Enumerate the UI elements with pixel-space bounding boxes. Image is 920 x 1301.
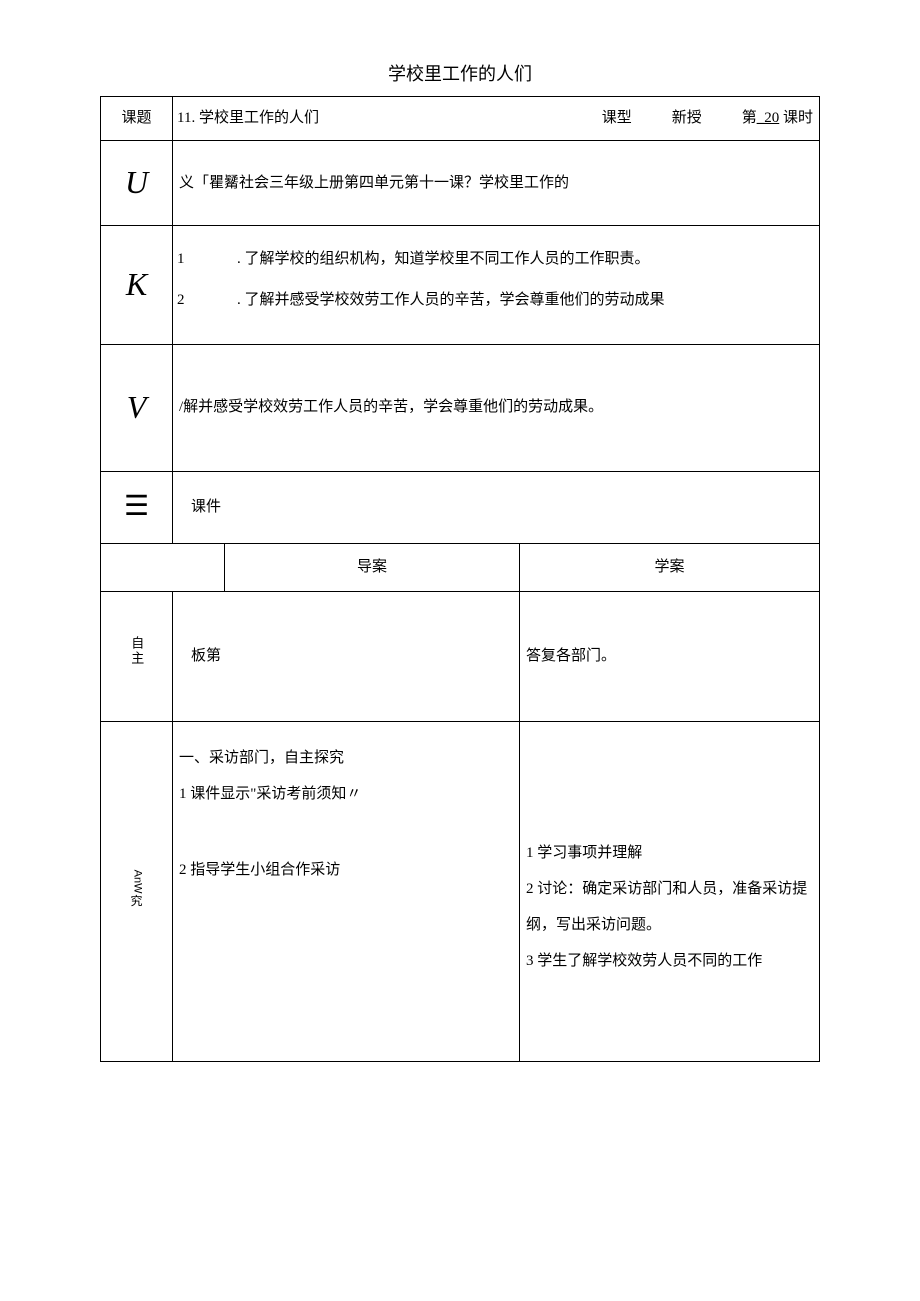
explore-right-line3: 3 学生了解学校效劳人员不同的工作 (526, 943, 813, 979)
table-row-lines: ☰ 课件 (101, 471, 820, 543)
kejian-content: 课件 (173, 471, 820, 543)
lesson-title: 11. 学校里工作的人们 (177, 105, 319, 132)
explore-right-line1: 1 学习事项并理解 (526, 835, 813, 871)
explore-label: AnW 究 (101, 721, 173, 1061)
page-title: 学校里工作的人们 (100, 60, 820, 86)
lesson-plan-table: 课题 11. 学校里工作的人们 课型 新授 第_20 课时 U 义「瞿觺社会三年… (100, 96, 820, 1062)
goal1-text: . 了解学校的组织机构，知道学校里不同工作人员的工作职责。 (237, 246, 650, 273)
goal2-text: . 了解并感受学校效劳工作人员的辛苦，学会尊重他们的劳动成果 (237, 287, 665, 314)
ktype-value: 新授 (672, 105, 702, 132)
goal1-num: 1 (177, 246, 197, 273)
xuean-header: 学案 (520, 543, 820, 591)
k-symbol: K (101, 226, 173, 345)
explore-left-line3: 2 指导学生小组合作采访 (179, 852, 513, 888)
explore-left-line2: 1 课件显示"采访考前须知〃 (179, 776, 513, 812)
lines-symbol: ☰ (101, 471, 173, 543)
k-content: 1 . 了解学校的组织机构，知道学校里不同工作人员的工作职责。 2 . 了解并感… (173, 226, 820, 345)
table-row-u: U 义「瞿觺社会三年级上册第四单元第十一课？学校里工作的 (101, 141, 820, 226)
section-header-empty (101, 543, 225, 591)
u-symbol: U (101, 141, 173, 226)
period-text: 第_20 课时 (742, 105, 813, 132)
table-row-explore: AnW 究 一、采访部门，自主探究 1 课件显示"采访考前须知〃 2 指导学生小… (101, 721, 820, 1061)
table-row-v: V /解并感受学校效劳工作人员的辛苦，学会尊重他们的劳动成果。 (101, 345, 820, 472)
table-row-zizhu: 自主 板第 答复各部门。 (101, 591, 820, 721)
explore-right-line2: 2 讨论：确定采访部门和人员，准备采访提纲，写出采访问题。 (526, 871, 813, 943)
goal2-num: 2 (177, 287, 197, 314)
table-row-header: 课题 11. 学校里工作的人们 课型 新授 第_20 课时 (101, 97, 820, 141)
zizhu-right: 答复各部门。 (520, 591, 820, 721)
zizhu-label: 自主 (101, 591, 173, 721)
explore-left: 一、采访部门，自主探究 1 课件显示"采访考前须知〃 2 指导学生小组合作采访 (173, 721, 520, 1061)
table-row-k: K 1 . 了解学校的组织机构，知道学校里不同工作人员的工作职责。 2 . 了解… (101, 226, 820, 345)
keti-content: 11. 学校里工作的人们 课型 新授 第_20 课时 (173, 97, 820, 141)
explore-right: 1 学习事项并理解 2 讨论：确定采访部门和人员，准备采访提纲，写出采访问题。 … (520, 721, 820, 1061)
explore-left-line1: 一、采访部门，自主探究 (179, 740, 513, 776)
zizhu-left: 板第 (173, 591, 520, 721)
keti-label: 课题 (101, 97, 173, 141)
v-symbol: V (101, 345, 173, 472)
daoan-header: 导案 (225, 543, 520, 591)
ktype-label: 课型 (602, 105, 632, 132)
u-content: 义「瞿觺社会三年级上册第四单元第十一课？学校里工作的 (173, 141, 820, 226)
v-content: /解并感受学校效劳工作人员的辛苦，学会尊重他们的劳动成果。 (173, 345, 820, 472)
table-row-section-header: 导案 学案 (101, 543, 820, 591)
